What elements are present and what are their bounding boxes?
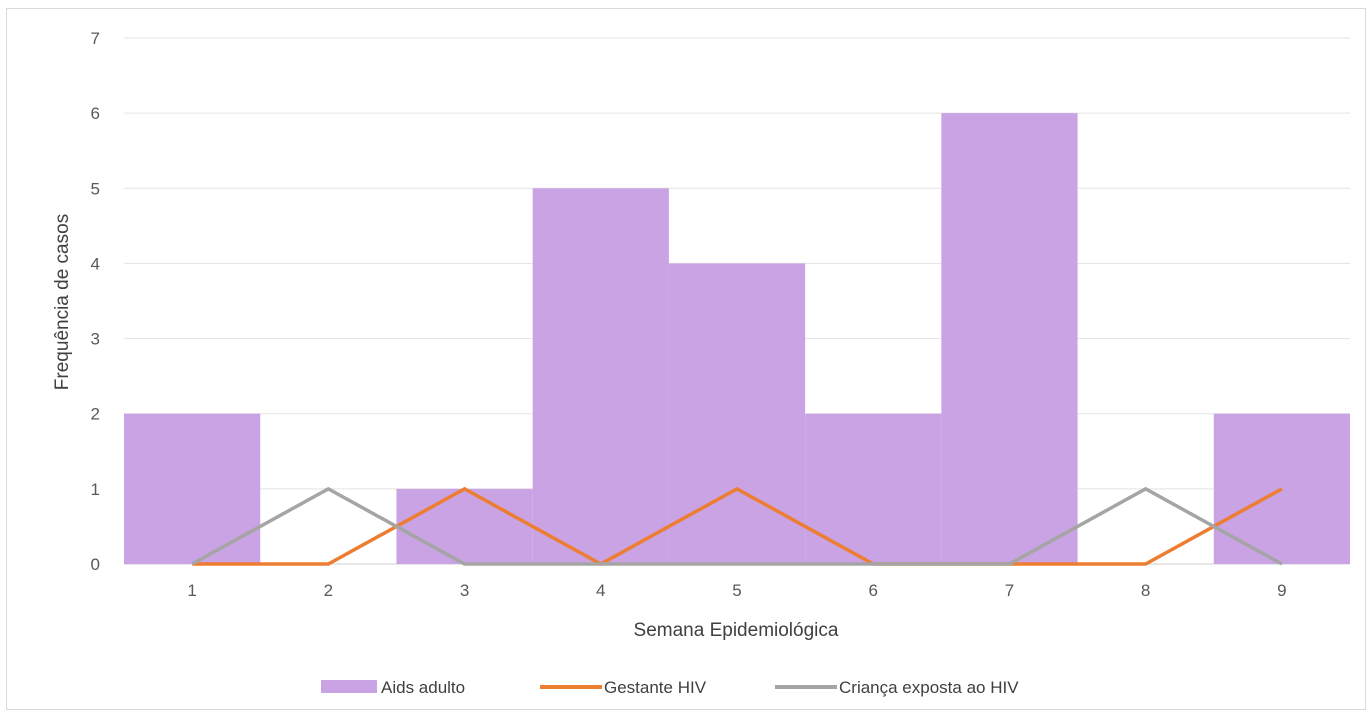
legend-label: Aids adulto bbox=[381, 678, 465, 697]
x-tick-label: 9 bbox=[1277, 581, 1286, 600]
y-tick-label: 1 bbox=[91, 480, 100, 499]
series-lines bbox=[191, 486, 1283, 566]
x-tick-label: 3 bbox=[460, 581, 469, 600]
legend: Aids adulto Gestante HIV Criança exposta a… bbox=[321, 678, 1019, 697]
bar bbox=[396, 488, 533, 564]
y-tick-labels: 0 1 2 3 4 5 6 7 bbox=[91, 29, 100, 574]
series-line bbox=[192, 486, 1283, 566]
x-tick-labels: 1 2 3 4 5 6 7 8 9 bbox=[187, 581, 1286, 600]
legend-label: Criança exposta ao HIV bbox=[839, 678, 1019, 697]
series-line bbox=[191, 486, 1283, 566]
legend-swatch bbox=[321, 680, 377, 693]
bars bbox=[124, 113, 1350, 565]
y-tick-label: 3 bbox=[91, 330, 100, 349]
y-tick-label: 6 bbox=[91, 104, 100, 123]
bar bbox=[124, 413, 261, 564]
x-tick-label: 6 bbox=[868, 581, 877, 600]
x-tick-label: 5 bbox=[732, 581, 741, 600]
y-tick-label: 0 bbox=[91, 555, 100, 574]
bar bbox=[532, 188, 669, 565]
legend-label: Gestante HIV bbox=[604, 678, 707, 697]
y-tick-label: 2 bbox=[91, 405, 100, 424]
y-tick-label: 7 bbox=[91, 29, 100, 48]
x-tick-label: 2 bbox=[324, 581, 333, 600]
x-tick-label: 1 bbox=[187, 581, 196, 600]
x-tick-label: 7 bbox=[1005, 581, 1014, 600]
y-tick-label: 4 bbox=[91, 254, 100, 273]
y-tick-label: 5 bbox=[91, 179, 100, 198]
bar bbox=[668, 263, 806, 564]
x-tick-label: 8 bbox=[1141, 581, 1150, 600]
x-tick-label: 4 bbox=[596, 581, 605, 600]
y-axis-title: Frequência de casos bbox=[52, 214, 73, 390]
bar bbox=[805, 413, 942, 564]
x-axis-title: Semana Epidemiológica bbox=[634, 620, 839, 641]
bar bbox=[941, 113, 1078, 565]
